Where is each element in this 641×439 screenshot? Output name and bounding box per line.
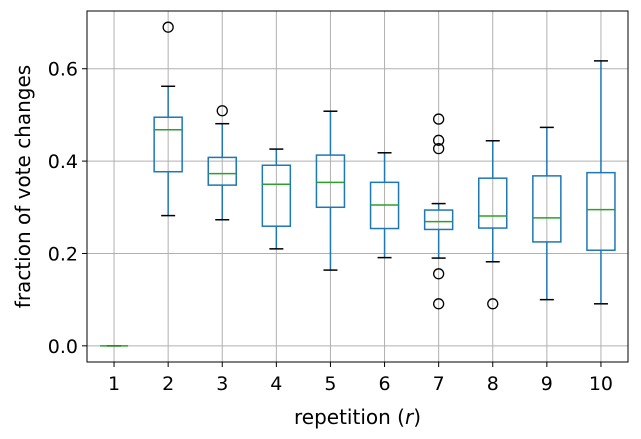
y-tick-label: 0.2 [48, 243, 78, 265]
iqr-box [478, 177, 508, 229]
box-10 [586, 60, 616, 305]
x-tick-label: 2 [162, 373, 174, 395]
iqr-box [586, 171, 616, 251]
x-axis-label-suffix: ) [413, 405, 421, 429]
box-3 [207, 105, 237, 221]
x-tick-label: 5 [324, 373, 336, 395]
grid [87, 11, 628, 362]
x-tick-label: 6 [379, 373, 391, 395]
x-tick-label: 4 [270, 373, 282, 395]
y-tick-label: 0.0 [48, 336, 78, 358]
outlier-point [432, 298, 445, 310]
box-7 [423, 113, 454, 310]
iqr-box [153, 116, 183, 173]
axis-ticks: 0.0 0.2 0.4 0.6 1 2 3 4 5 6 7 8 9 10 [48, 59, 613, 395]
outlier-point [162, 21, 174, 33]
y-tick-label: 0.4 [48, 151, 78, 173]
outlier-point [432, 142, 445, 155]
x-tick-label: 9 [541, 373, 553, 395]
y-axis-label: fraction of vote changes [11, 65, 35, 308]
iqr-box [423, 209, 454, 231]
box-6 [369, 152, 400, 259]
x-axis-label-variable: r [405, 405, 415, 429]
x-tick-label: 1 [108, 373, 120, 395]
box-8 [478, 140, 508, 310]
iqr-box [532, 175, 562, 243]
x-tick-label: 10 [589, 373, 613, 395]
plot-area-frame [86, 10, 629, 363]
outlier-point [432, 268, 445, 280]
x-tick-label: 8 [487, 373, 499, 395]
outlier-point [487, 298, 499, 310]
y-tick-label: 0.6 [48, 59, 78, 81]
outlier-point [432, 134, 445, 146]
outlier-point [432, 113, 445, 125]
iqr-box [315, 154, 346, 209]
box-4 [261, 148, 292, 250]
iqr-box [207, 156, 237, 186]
x-axis-label: repetition (r) [294, 405, 421, 429]
boxes [100, 21, 616, 347]
iqr-box [261, 164, 292, 227]
outlier-point [216, 105, 228, 117]
box-2 [153, 21, 183, 217]
x-axis-label-prefix: repetition ( [294, 405, 405, 429]
box-5 [315, 110, 346, 271]
x-tick-label: 3 [216, 373, 228, 395]
x-tick-label: 7 [433, 373, 445, 395]
box-9 [532, 126, 562, 301]
